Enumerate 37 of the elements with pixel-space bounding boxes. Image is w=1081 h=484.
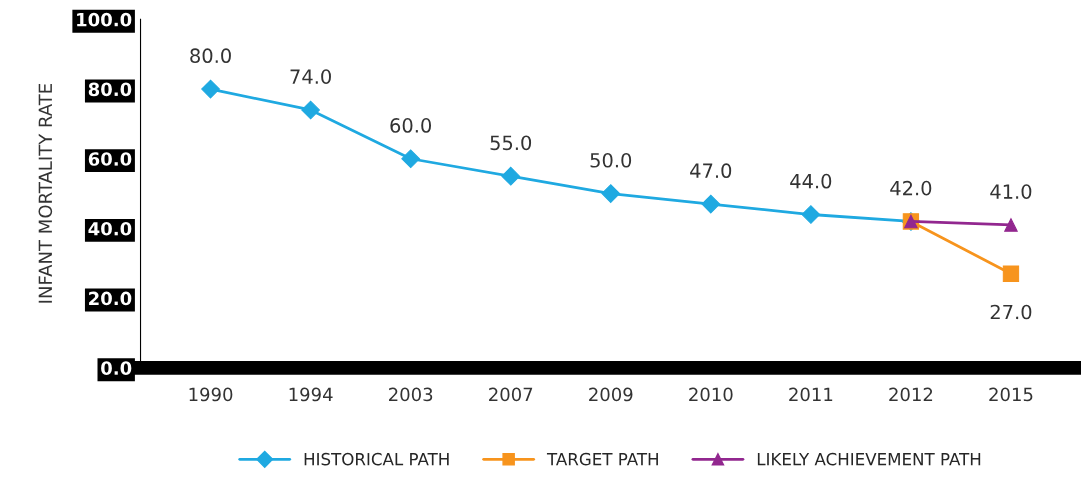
point [201, 79, 220, 99]
y-tick-label: 100.0 [77, 12, 132, 27]
data-label: 80.0 [190, 48, 231, 64]
x-tick-label: 2003 [389, 387, 433, 402]
y-tick-label: 40.0 [88, 221, 132, 236]
x-tick-label: 2010 [689, 387, 733, 402]
point [501, 166, 521, 186]
data-label: 41.0 [990, 184, 1032, 199]
y-tick-label: 60.0 [88, 152, 132, 166]
data-label: 42.0 [890, 180, 932, 196]
x-tick-label: 2011 [789, 387, 833, 402]
x-tick-label: 2015 [989, 387, 1033, 402]
data-label: 74.0 [290, 69, 331, 84]
data-label: 55.0 [490, 135, 532, 151]
legend-label: HISTORICAL PATH [304, 452, 449, 466]
point [701, 194, 721, 214]
y-tick-label: 20.0 [89, 291, 132, 306]
x-tick-label: 2009 [589, 387, 633, 402]
legend-label: LIKELY ACHIEVEMENT PATH [757, 452, 981, 466]
data-label: 27.0 [990, 304, 1032, 320]
y-axis-title: INFANT MORTALITY RATE [38, 83, 53, 303]
legend-label: TARGET PATH [546, 452, 658, 466]
point [401, 149, 421, 169]
data-label: 50.0 [590, 152, 632, 168]
point [1004, 218, 1018, 232]
y-tick-label: 0.0 [101, 361, 132, 375]
x-tick-label: 2012 [889, 387, 933, 402]
point [301, 100, 320, 120]
x-tick-label: 2007 [489, 387, 533, 402]
data-label: 47.0 [690, 163, 732, 179]
y-tick-label: 80.0 [88, 82, 132, 97]
x-tick-label: 1994 [289, 387, 333, 402]
point [601, 184, 621, 203]
data-label: 44.0 [790, 173, 832, 189]
point [801, 205, 821, 224]
data-label: 60.0 [390, 118, 432, 133]
x-tick-label: 1990 [189, 387, 233, 402]
